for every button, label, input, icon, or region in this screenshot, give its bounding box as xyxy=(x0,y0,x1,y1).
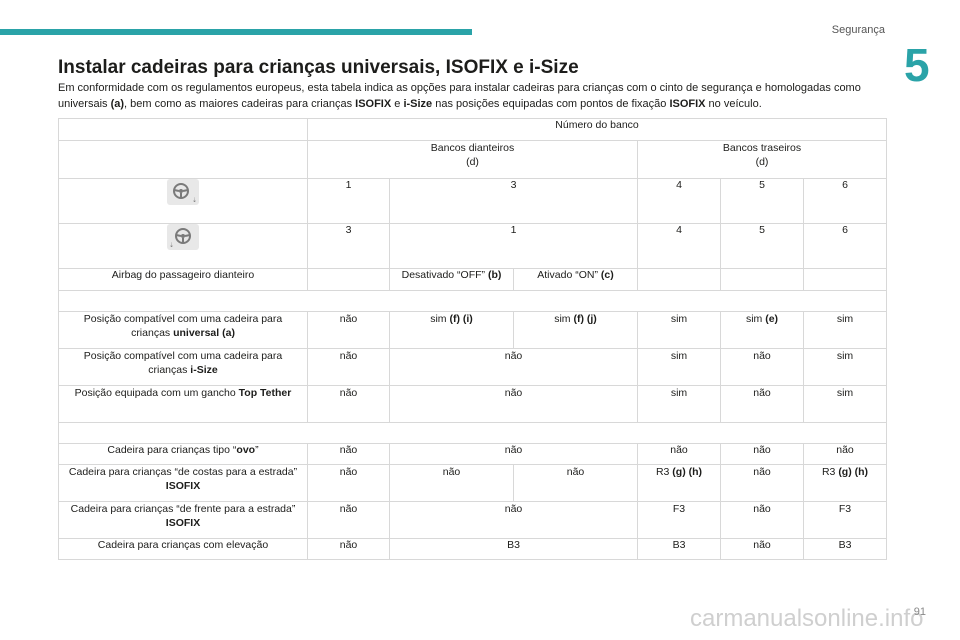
table-cell: não xyxy=(389,464,514,502)
table-cell: não xyxy=(720,538,804,560)
table-row: Cadeira para crianças “de frente para a … xyxy=(58,501,888,539)
seat-number-cell: 5 xyxy=(720,223,804,269)
table-cell: não xyxy=(389,385,638,423)
seat-number-cell: 4 xyxy=(637,178,721,224)
table-cell: não xyxy=(637,443,721,465)
spacer-row xyxy=(57,290,888,312)
steering-wheel-left-icon: ⇣ xyxy=(167,179,199,205)
table-cell: não xyxy=(720,464,804,502)
seat-number-cell: 1 xyxy=(307,178,390,224)
table-row: Cadeira para crianças “de costas para a … xyxy=(58,464,888,502)
seat-number-cell: 1 xyxy=(389,223,638,269)
airbag-on-cell: Ativado “ON” (c) xyxy=(513,268,638,291)
section-name: Segurança xyxy=(831,24,885,36)
watermark: carmanualsonline.info xyxy=(690,605,924,632)
top-accent-bar xyxy=(0,29,472,35)
table-cell: não xyxy=(802,443,888,465)
table-cell: B3 xyxy=(389,538,638,560)
row-label: Cadeira para crianças “de frente para a … xyxy=(58,501,308,539)
table-row: Posição equipada com um gancho Top Tethe… xyxy=(58,385,888,423)
table-cell: B3 xyxy=(637,538,721,560)
seat-number-cell: 5 xyxy=(720,178,804,224)
table-cell: não xyxy=(307,385,390,423)
row-label: Cadeira para crianças com elevação xyxy=(58,538,308,560)
table-row: Airbag do passageiro dianteiro Desativad… xyxy=(58,268,888,291)
table-cell: não xyxy=(307,538,390,560)
table-cell: F3 xyxy=(637,501,721,539)
table-cell: não xyxy=(720,385,804,423)
table-cell: sim (f) (j) xyxy=(513,311,638,349)
seat-number-cell: 3 xyxy=(389,178,638,224)
table-cell: R3 (g) (h) xyxy=(637,464,721,502)
steering-wheel-right-icon: ⇣ xyxy=(167,224,199,250)
table-cell: B3 xyxy=(802,538,888,560)
page-title: Instalar cadeiras para crianças universa… xyxy=(58,57,579,78)
table-row: Bancos dianteiros (d) Bancos traseiros (d) xyxy=(58,140,888,179)
table-row: Posição compatível com uma cadeira para … xyxy=(58,348,888,386)
table-cell: não xyxy=(720,501,804,539)
table-cell: sim xyxy=(637,385,721,423)
seat-number-cell: 3 xyxy=(307,223,390,269)
table-cell: não xyxy=(307,348,390,386)
table-row: Cadeira para crianças com elevação não B… xyxy=(58,538,888,560)
table-cell: sim xyxy=(637,311,721,349)
table-row: Posição compatível com uma cadeira para … xyxy=(58,311,888,349)
table-cell: sim xyxy=(637,348,721,386)
front-seats-header: Bancos dianteiros (d) xyxy=(307,140,638,179)
airbag-off-cell: Desativado “OFF” (b) xyxy=(389,268,514,291)
spacer-row xyxy=(57,422,888,444)
seat-number-cell: 6 xyxy=(802,178,888,224)
table-cell: sim xyxy=(802,385,888,423)
table-cell: F3 xyxy=(802,501,888,539)
rear-seats-header: Bancos traseiros (d) xyxy=(636,140,888,179)
intro-paragraph: Em conformidade com os regulamentos euro… xyxy=(58,82,861,110)
table-cell: não xyxy=(389,348,638,386)
seat-number-cell: 6 xyxy=(802,223,888,269)
chapter-number: 5 xyxy=(904,39,930,91)
table-cell: não xyxy=(389,443,638,465)
table-cell: não xyxy=(307,443,390,465)
table-cell: não xyxy=(720,443,804,465)
table-cell: não xyxy=(389,501,638,539)
table-cell: sim xyxy=(802,348,888,386)
seat-number-header: Número do banco xyxy=(306,118,888,141)
seat-number-cell: 4 xyxy=(637,223,721,269)
table-cell: sim (e) xyxy=(720,311,804,349)
table-cell: não xyxy=(307,501,390,539)
page-number: 91 xyxy=(913,606,926,618)
row-label: Cadeira para crianças “de costas para a … xyxy=(58,464,308,502)
table-cell: sim (f) (i) xyxy=(389,311,514,349)
airbag-label: Airbag do passageiro dianteiro xyxy=(58,268,308,291)
table-cell: não xyxy=(307,311,390,349)
table-cell: R3 (g) (h) xyxy=(802,464,888,502)
table-row: Número do banco xyxy=(58,118,888,141)
row-label: Posição compatível com uma cadeira para … xyxy=(58,311,308,349)
row-label: Posição equipada com um gancho Top Tethe… xyxy=(58,385,308,423)
table-cell: sim xyxy=(802,311,888,349)
table-cell: não xyxy=(307,464,390,502)
table-row: ⇣ 3 1 4 5 6 xyxy=(58,223,888,269)
table-row: Cadeira para crianças tipo “ovo” não não… xyxy=(58,443,888,465)
table-cell: não xyxy=(720,348,804,386)
table-row: ⇣ 1 3 4 5 6 xyxy=(58,178,888,224)
child-seat-table: Número do banco Bancos dianteiros (d) Ban… xyxy=(57,118,888,560)
row-label: Posição compatível com uma cadeira para … xyxy=(58,348,308,386)
row-label: Cadeira para crianças tipo “ovo” xyxy=(58,443,308,465)
table-cell: não xyxy=(513,464,638,502)
